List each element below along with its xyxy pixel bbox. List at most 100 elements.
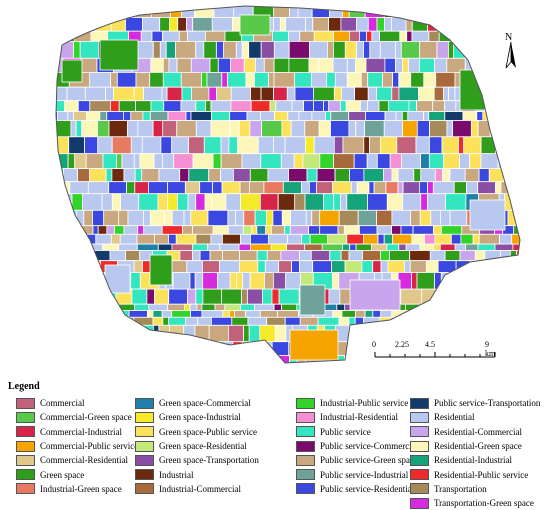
land-parcel — [326, 72, 336, 88]
land-parcel — [323, 193, 335, 211]
land-parcel — [476, 316, 489, 326]
legend-swatch — [296, 454, 315, 466]
legend-swatch — [16, 411, 35, 423]
scale-tick-0: 0 — [372, 340, 376, 349]
land-parcel — [455, 288, 463, 305]
land-parcel — [261, 288, 273, 305]
land-parcel — [64, 6, 85, 18]
land-parcel — [177, 193, 189, 211]
land-parcel — [516, 288, 520, 305]
land-parcel — [508, 6, 520, 18]
land-parcel — [425, 260, 439, 273]
land-parcel — [243, 324, 250, 343]
land-parcel — [377, 233, 385, 245]
land-parcel — [515, 209, 520, 227]
land-parcel — [416, 120, 430, 138]
land-parcel — [177, 17, 187, 32]
land-parcel — [235, 209, 245, 227]
land-parcel — [91, 288, 112, 305]
land-parcel — [398, 86, 419, 102]
land-parcel — [215, 41, 225, 59]
land-parcel — [119, 6, 132, 7]
land-parcel — [134, 181, 149, 195]
land-parcel — [243, 57, 256, 73]
land-parcel — [503, 260, 520, 273]
land-parcel — [167, 303, 185, 311]
land-parcel — [392, 72, 400, 88]
land-parcel — [68, 316, 84, 326]
land-parcel — [499, 233, 513, 245]
land-parcel — [337, 225, 345, 235]
scale-tick-3: 9 km — [485, 340, 496, 358]
land-parcel — [187, 288, 197, 305]
land-parcel — [111, 168, 125, 183]
land-parcel — [222, 310, 230, 318]
land-parcel — [434, 168, 443, 183]
land-parcel — [473, 41, 492, 59]
land-parcel — [341, 310, 356, 318]
legend-item: Residential-Public service — [410, 467, 540, 481]
land-parcel — [230, 86, 251, 102]
land-parcel — [310, 250, 331, 262]
land-parcel — [184, 6, 206, 7]
land-parcel — [484, 30, 492, 42]
land-parcel — [286, 243, 306, 251]
legend-label: Commercial-Industrial — [40, 426, 122, 437]
legend-swatch — [135, 426, 154, 438]
land-parcel — [58, 225, 74, 235]
land-parcel — [353, 153, 368, 169]
land-parcel — [488, 6, 510, 18]
land-parcel — [134, 168, 143, 183]
land-parcel — [495, 181, 502, 195]
land-parcel — [476, 17, 495, 32]
land-parcel — [333, 136, 344, 155]
land-parcel — [413, 168, 422, 183]
land-parcel — [515, 153, 520, 169]
land-parcel — [391, 225, 402, 235]
land-parcel — [188, 168, 210, 183]
legend-label: Industrial-Commercial — [159, 483, 241, 494]
legend-label: Public service — [320, 426, 371, 437]
land-parcel — [445, 193, 467, 211]
land-parcel — [230, 57, 245, 73]
land-parcel — [195, 288, 204, 305]
land-parcel — [397, 181, 404, 195]
land-parcel — [56, 233, 63, 245]
land-parcel — [452, 120, 472, 138]
land-parcel — [187, 30, 206, 42]
land-parcel — [449, 303, 460, 311]
land-parcel — [188, 136, 205, 155]
land-parcel — [50, 194, 55, 211]
land-parcel — [299, 30, 315, 42]
land-parcel — [328, 17, 342, 32]
land-parcel — [126, 6, 136, 18]
land-parcel — [80, 233, 97, 245]
land-parcel — [83, 316, 98, 326]
land-parcel — [419, 310, 439, 318]
land-parcel — [242, 225, 253, 235]
land-parcel — [411, 233, 425, 245]
land-parcel — [116, 72, 137, 88]
land-parcel — [273, 72, 296, 88]
land-parcel — [328, 288, 341, 305]
legend-swatch — [296, 483, 315, 495]
land-parcel — [56, 288, 66, 305]
land-parcel — [146, 310, 154, 318]
land-parcel — [383, 233, 394, 245]
land-parcel — [458, 303, 480, 311]
land-parcel — [514, 303, 520, 311]
land-parcel — [94, 250, 111, 262]
land-parcel — [270, 225, 286, 235]
land-parcel — [224, 303, 241, 311]
land-parcel — [160, 136, 173, 155]
land-parcel — [333, 193, 342, 211]
land-parcel — [294, 86, 314, 102]
land-parcel — [339, 100, 347, 112]
land-parcel — [228, 136, 238, 155]
land-parcel — [174, 355, 190, 363]
land-parcel — [248, 324, 261, 343]
land-parcel — [182, 225, 193, 235]
land-parcel — [245, 72, 255, 88]
land-parcel — [266, 209, 274, 227]
land-parcel — [298, 111, 313, 121]
